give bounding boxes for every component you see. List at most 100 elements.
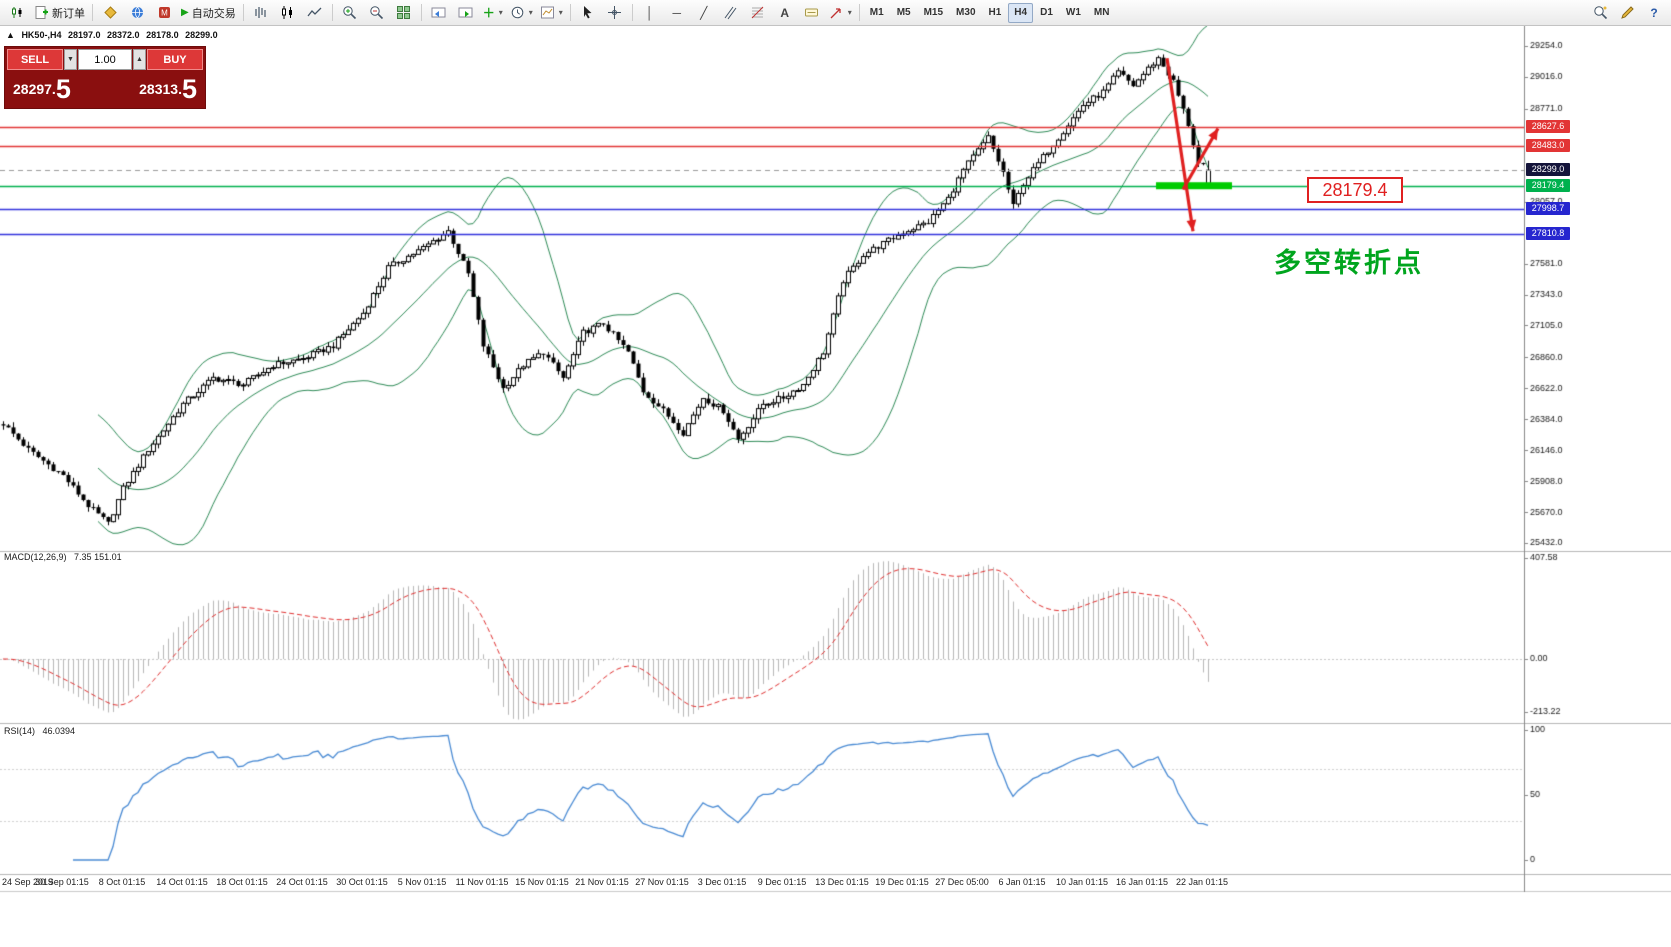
new-order-label: 新订单	[52, 7, 85, 20]
date-label: 21 Nov 01:15	[575, 877, 629, 887]
date-label: 30 Sep 01:15	[35, 877, 89, 887]
tile-windows-button[interactable]	[391, 3, 417, 23]
timeframe-m5-button[interactable]: M5	[896, 7, 911, 18]
chart-shift-icon	[458, 7, 473, 18]
new-order-button[interactable]: 新订单	[31, 3, 88, 23]
rsi-value: 46.0394	[42, 726, 76, 736]
zoom-in-icon	[343, 6, 357, 20]
date-label: 8 Oct 01:15	[98, 877, 146, 887]
gold-coin-icon[interactable]	[97, 3, 123, 23]
channel-icon	[724, 6, 737, 20]
timeframe-mn-button[interactable]: MN	[1093, 7, 1110, 18]
volume-input[interactable]: 1.00	[78, 49, 132, 70]
template-icon	[540, 6, 554, 19]
plus-icon: ＋	[482, 5, 495, 20]
crosshair-icon	[608, 6, 622, 19]
autotrading-button[interactable]: ▶ 自动交易	[178, 3, 239, 23]
timeframe-w1-button[interactable]: W1	[1065, 7, 1081, 18]
ohlc-open: 28197.0	[67, 30, 101, 40]
trendline-button[interactable]: ╱	[691, 3, 717, 23]
date-label: 5 Nov 01:15	[397, 877, 447, 887]
crosshair-button[interactable]	[602, 3, 628, 23]
date-label: 19 Dec 01:15	[875, 877, 929, 887]
cursor-icon	[584, 6, 592, 19]
line-chart-button[interactable]	[302, 3, 328, 23]
chevron-down-icon: ▾	[558, 8, 563, 17]
zoom-out-button[interactable]	[364, 3, 390, 23]
auto-scroll-button[interactable]	[426, 3, 452, 23]
collapse-arrow-icon[interactable]: ▲	[6, 30, 15, 40]
price-badge: 28179.4	[1526, 178, 1570, 192]
autotrading-label: 自动交易	[191, 7, 236, 20]
timeframe-m1-button[interactable]: M1	[869, 7, 884, 18]
date-label: 24 Sep 2019	[2, 877, 54, 887]
bar-chart-button[interactable]	[248, 3, 274, 23]
fibonacci-icon	[751, 6, 764, 19]
vertical-line-button[interactable]: │	[637, 3, 663, 23]
macd-values: 7.35 151.01	[74, 552, 122, 562]
date-label: 30 Oct 01:15	[336, 877, 388, 887]
volume-decrease-button[interactable]: ▼	[64, 49, 77, 70]
sell-price-big-digit: 5	[55, 74, 71, 104]
cursor-button[interactable]	[575, 3, 601, 23]
timeframes-dropdown-button[interactable]: ▾	[507, 3, 536, 23]
search-icon	[1593, 6, 1607, 20]
help-icon: ?	[1650, 5, 1658, 20]
label-button[interactable]	[799, 3, 825, 23]
new-chart-button[interactable]	[4, 3, 30, 23]
turning-point-annotation: 多空转折点	[1274, 248, 1424, 278]
zoom-out-icon	[370, 6, 384, 20]
timeframe-h4-button[interactable]: H4	[1008, 2, 1034, 23]
price-badge: 28627.6	[1526, 120, 1570, 134]
horizontal-line-button[interactable]: ─	[664, 3, 690, 23]
search-button[interactable]	[1587, 3, 1613, 23]
buy-price: 28313. 5	[139, 70, 197, 106]
chart-shift-button[interactable]	[453, 3, 479, 23]
price-badge: 27810.8	[1526, 226, 1570, 240]
new-order-icon	[35, 6, 48, 19]
tile-windows-icon	[397, 6, 411, 19]
date-axis[interactable]: 24 Sep 2019 30 Sep 01:15 8 Oct 01:15 14 Oct…	[0, 877, 1524, 891]
chart-canvas[interactable]	[0, 26, 1671, 947]
date-label: 16 Jan 01:15	[1115, 877, 1169, 887]
date-label: 3 Dec 01:15	[697, 877, 747, 887]
edit-button[interactable]	[1614, 3, 1640, 23]
price-badge: 27998.7	[1526, 202, 1570, 216]
date-label: 27 Nov 01:15	[635, 877, 689, 887]
zoom-in-button[interactable]	[337, 3, 363, 23]
pencil-icon	[1620, 6, 1634, 19]
mql5-icon[interactable]: M	[151, 3, 177, 23]
buy-button[interactable]: BUY	[147, 49, 203, 70]
rsi-name: RSI(14)	[4, 726, 36, 736]
price-scale[interactable]	[1524, 26, 1671, 891]
date-label: 27 Dec 05:00	[935, 877, 989, 887]
indicators-add-button[interactable]: ＋ ▾	[480, 3, 506, 23]
timeframe-m30-button[interactable]: M30	[956, 7, 976, 18]
chevron-down-icon: ▾	[847, 8, 852, 17]
date-label: 15 Nov 01:15	[515, 877, 569, 887]
candlestick-chart-button[interactable]	[275, 3, 301, 23]
toolbar: 新订单 M ▶ 自动交易 ＋ ▾ ▾ ▾	[0, 0, 1671, 26]
volume-increase-button[interactable]: ▲	[133, 49, 146, 70]
date-label: 14 Oct 01:15	[156, 877, 208, 887]
fibonacci-button[interactable]	[745, 3, 771, 23]
label-icon	[805, 8, 819, 17]
price-callout-box[interactable]: 28179.4	[1307, 177, 1403, 203]
channel-button[interactable]	[718, 3, 744, 23]
sell-button[interactable]: SELL	[7, 49, 63, 70]
text-button[interactable]: A	[772, 3, 798, 23]
timeframe-m15-button[interactable]: M15	[923, 7, 944, 18]
date-label: 13 Dec 01:15	[815, 877, 869, 887]
line-chart-icon	[307, 7, 322, 17]
templates-dropdown-button[interactable]: ▾	[537, 3, 566, 23]
buy-price-main: 28313.	[139, 81, 182, 97]
date-label: 11 Nov 01:15	[455, 877, 509, 887]
globe-icon[interactable]	[124, 3, 150, 23]
shapes-dropdown-button[interactable]: ▾	[826, 3, 855, 23]
timeframe-d1-button[interactable]: D1	[1040, 7, 1053, 18]
new-chart-icon	[11, 7, 21, 18]
timeframe-h1-button[interactable]: H1	[988, 7, 1002, 18]
horizontal-line-icon: ─	[672, 5, 682, 20]
help-button[interactable]: ?	[1641, 3, 1667, 23]
